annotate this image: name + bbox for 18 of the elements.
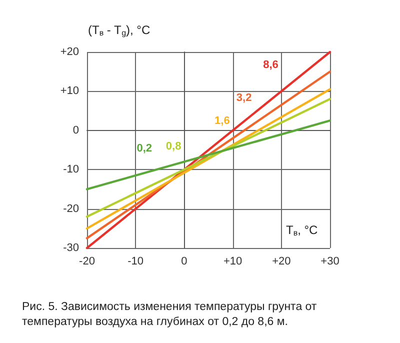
- text: Рис. 5. Зависимость изменения температуры грунта от температуры воздуха на глубинах от 0,2 до 8,6 м.: [22, 300, 318, 330]
- x-tick-label: -10: [128, 256, 144, 268]
- y-tick-label: +10: [60, 85, 79, 98]
- x-tick-label: +20: [272, 256, 291, 268]
- y-tick-label: -20: [63, 202, 79, 215]
- y-tick-label: -30: [63, 242, 79, 254]
- series-label: 0,2: [136, 142, 152, 155]
- y-tick-label: +20: [60, 46, 79, 58]
- x-tick-label: +10: [223, 256, 242, 268]
- x-tick-label: 0: [181, 256, 188, 268]
- y-tick-label: -10: [63, 164, 79, 176]
- series-label: 1,6: [214, 114, 230, 127]
- x-tick-label: -20: [79, 256, 95, 268]
- series-label: 0,8: [166, 140, 182, 152]
- series-label: 3,2: [236, 92, 252, 104]
- x-tick-label: +30: [320, 256, 340, 268]
- y-tick-label: 0: [72, 124, 79, 136]
- series-label: 8,6: [263, 58, 278, 71]
